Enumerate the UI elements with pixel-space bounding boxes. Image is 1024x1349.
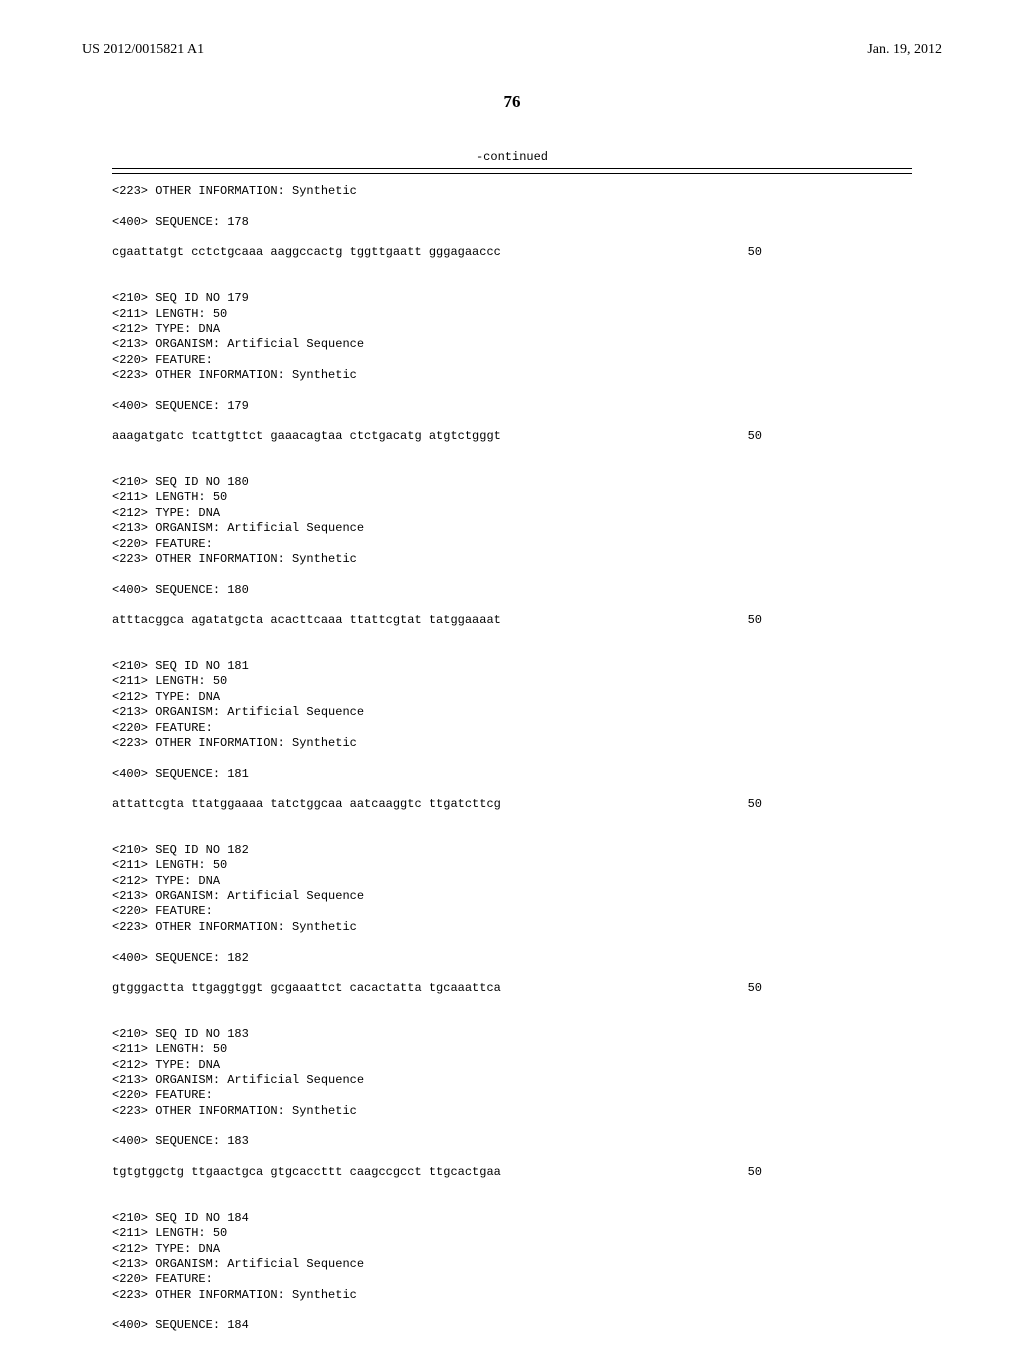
seq-meta-line: <210> SEQ ID NO 180 <box>112 475 912 490</box>
seq-header: <400> SEQUENCE: 178 <box>112 215 912 230</box>
content-area: -continued <223> OTHER INFORMATION: Synt… <box>0 150 1024 1349</box>
sequence-block: <210> SEQ ID NO 183<211> LENGTH: 50<212>… <box>112 1027 912 1196</box>
seq-meta-line: <220> FEATURE: <box>112 721 912 736</box>
seq-header: <400> SEQUENCE: 183 <box>112 1134 912 1149</box>
sequence-position: 50 <box>748 429 762 444</box>
seq-meta-line: <212> TYPE: DNA <box>112 1242 912 1257</box>
sequence-position: 50 <box>748 613 762 628</box>
sequence-position: 50 <box>748 797 762 812</box>
sequence-line: atttacggca agatatgcta acacttcaaa ttattcg… <box>112 613 912 628</box>
seq-meta-line: <223> OTHER INFORMATION: Synthetic <box>112 736 912 751</box>
seq-meta-line: <211> LENGTH: 50 <box>112 1042 912 1057</box>
sequence-position: 50 <box>748 981 762 996</box>
sequence-block: <210> SEQ ID NO 180<211> LENGTH: 50<212>… <box>112 475 912 644</box>
seq-meta-line: <211> LENGTH: 50 <box>112 490 912 505</box>
sequence-line: gtgggactta ttgaggtggt gcgaaattct cacacta… <box>112 981 912 996</box>
seq-meta-line: <223> OTHER INFORMATION: Synthetic <box>112 368 912 383</box>
seq-meta-line: <212> TYPE: DNA <box>112 1058 912 1073</box>
seq-meta-line: <211> LENGTH: 50 <box>112 674 912 689</box>
sequence-text: attattcgta ttatggaaaa tatctggcaa aatcaag… <box>112 797 501 812</box>
sequence-position: 50 <box>748 245 762 260</box>
seq-meta-line: <213> ORGANISM: Artificial Sequence <box>112 521 912 536</box>
seq-meta-line: <211> LENGTH: 50 <box>112 858 912 873</box>
seq-meta-line: <210> SEQ ID NO 182 <box>112 843 912 858</box>
seq-meta-line: <220> FEATURE: <box>112 904 912 919</box>
publication-date: Jan. 19, 2012 <box>867 42 942 58</box>
seq-meta-line: <220> FEATURE: <box>112 537 912 552</box>
seq-meta-line: <211> LENGTH: 50 <box>112 307 912 322</box>
seq-meta-line: <213> ORGANISM: Artificial Sequence <box>112 1257 912 1272</box>
seq-meta-line: <223> OTHER INFORMATION: Synthetic <box>112 1104 912 1119</box>
seq-header: <400> SEQUENCE: 179 <box>112 399 912 414</box>
seq-meta-line: <223> OTHER INFORMATION: Synthetic <box>112 920 912 935</box>
seq-meta-line: <211> LENGTH: 50 <box>112 1226 912 1241</box>
sequence-line: cgaattatgt cctctgcaaa aaggccactg tggttga… <box>112 245 912 260</box>
publication-number: US 2012/0015821 A1 <box>82 42 204 58</box>
seq-meta-line: <212> TYPE: DNA <box>112 690 912 705</box>
sequence-text: tgtgtggctg ttgaactgca gtgcaccttt caagccg… <box>112 1165 501 1180</box>
seq-meta-line: <223> OTHER INFORMATION: Synthetic <box>112 1288 912 1303</box>
seq-meta-line: <212> TYPE: DNA <box>112 874 912 889</box>
seq-meta-line: <213> ORGANISM: Artificial Sequence <box>112 337 912 352</box>
sequence-text: gtgggactta ttgaggtggt gcgaaattct cacacta… <box>112 981 501 996</box>
sequence-block: <210> SEQ ID NO 182<211> LENGTH: 50<212>… <box>112 843 912 1012</box>
sequence-block: <210> SEQ ID NO 181<211> LENGTH: 50<212>… <box>112 659 912 828</box>
seq-meta-line: <210> SEQ ID NO 179 <box>112 291 912 306</box>
seq-meta-line: <213> ORGANISM: Artificial Sequence <box>112 889 912 904</box>
seq-meta-line: <212> TYPE: DNA <box>112 322 912 337</box>
divider-bottom <box>112 173 912 174</box>
seq-meta-line: <210> SEQ ID NO 184 <box>112 1211 912 1226</box>
seq-header: <400> SEQUENCE: 182 <box>112 951 912 966</box>
seq-meta-line: <213> ORGANISM: Artificial Sequence <box>112 1073 912 1088</box>
sequence-line: aaagatgatc tcattgttct gaaacagtaa ctctgac… <box>112 429 912 444</box>
seq-meta-line: <210> SEQ ID NO 181 <box>112 659 912 674</box>
seq-meta-line: <220> FEATURE: <box>112 1088 912 1103</box>
seq-meta-line: <212> TYPE: DNA <box>112 506 912 521</box>
seq-meta-line: <223> OTHER INFORMATION: Synthetic <box>112 184 912 199</box>
seq-header: <400> SEQUENCE: 180 <box>112 583 912 598</box>
seq-meta-line: <210> SEQ ID NO 183 <box>112 1027 912 1042</box>
seq-meta-line: <220> FEATURE: <box>112 1272 912 1287</box>
sequence-block: <210> SEQ ID NO 179<211> LENGTH: 50<212>… <box>112 291 912 460</box>
seq-meta-line: <220> FEATURE: <box>112 353 912 368</box>
sequence-block: <223> OTHER INFORMATION: Synthetic <400>… <box>112 184 912 276</box>
seq-meta-line: <213> ORGANISM: Artificial Sequence <box>112 705 912 720</box>
sequence-listing: <223> OTHER INFORMATION: Synthetic <400>… <box>112 184 912 1349</box>
seq-meta-line: <223> OTHER INFORMATION: Synthetic <box>112 552 912 567</box>
divider-top <box>112 168 912 169</box>
sequence-text: atttacggca agatatgcta acacttcaaa ttattcg… <box>112 613 501 628</box>
page-number: 76 <box>0 92 1024 112</box>
sequence-line: attattcgta ttatggaaaa tatctggcaa aatcaag… <box>112 797 912 812</box>
continued-label: -continued <box>112 150 912 164</box>
page-header: US 2012/0015821 A1 Jan. 19, 2012 <box>0 0 1024 58</box>
sequence-block: <210> SEQ ID NO 184<211> LENGTH: 50<212>… <box>112 1211 912 1349</box>
sequence-text: cgaattatgt cctctgcaaa aaggccactg tggttga… <box>112 245 501 260</box>
seq-header: <400> SEQUENCE: 184 <box>112 1318 912 1333</box>
sequence-position: 50 <box>748 1165 762 1180</box>
sequence-text: aaagatgatc tcattgttct gaaacagtaa ctctgac… <box>112 429 501 444</box>
sequence-line: tgtgtggctg ttgaactgca gtgcaccttt caagccg… <box>112 1165 912 1180</box>
seq-header: <400> SEQUENCE: 181 <box>112 767 912 782</box>
